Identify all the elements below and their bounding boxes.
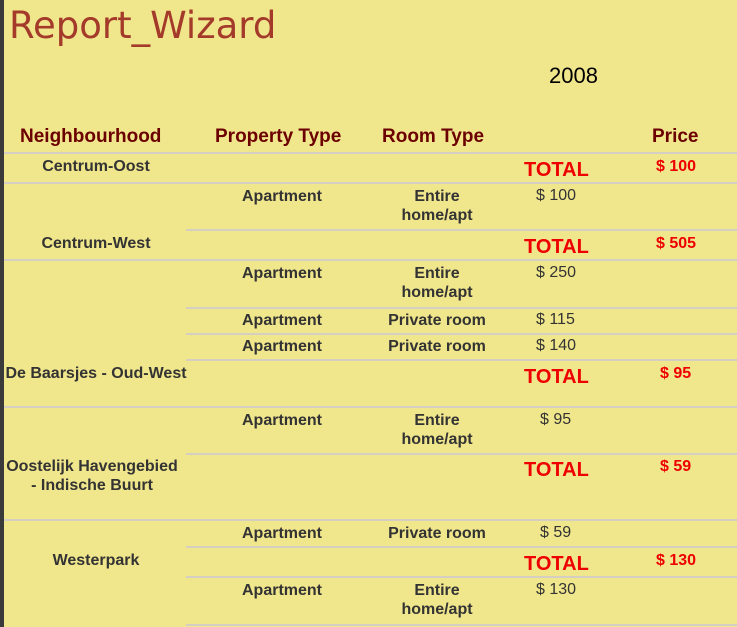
group-total-label: TOTAL	[524, 236, 589, 258]
row-divider	[186, 333, 737, 335]
row-room-type: Private room	[388, 338, 486, 355]
row-divider	[186, 359, 737, 361]
window-edge	[0, 0, 4, 627]
group-neighbourhood: Centrum-Oost	[42, 158, 150, 175]
group-neighbourhood: Westerpark	[52, 552, 140, 569]
group-total-value: $ 505	[656, 235, 697, 252]
row-property-type: Apartment	[241, 188, 322, 205]
row-price: $ 59	[540, 524, 572, 541]
row-property-type: Apartment	[241, 412, 322, 429]
row-price: $ 130	[536, 581, 577, 598]
row-room-type: Private room	[388, 525, 486, 542]
row-property-type: Apartment	[241, 265, 322, 282]
row-price: $ 140	[536, 337, 577, 354]
row-room-type: Private room	[388, 312, 486, 329]
row-room-type: Entire home/apt	[401, 412, 473, 448]
report-title: Report_Wizard	[9, 4, 277, 47]
row-divider	[186, 307, 737, 309]
column-header-room-type: Room Type	[382, 126, 485, 147]
row-divider	[4, 519, 737, 521]
row-divider	[4, 406, 737, 408]
group-neighbourhood: Oostelijk Havengebied - Indische Buurt	[6, 458, 178, 494]
column-header-property-type: Property Type	[215, 126, 342, 147]
row-divider	[186, 624, 737, 626]
group-total-label: TOTAL	[524, 159, 589, 181]
group-total-label: TOTAL	[524, 459, 589, 481]
row-property-type: Apartment	[241, 338, 322, 355]
group-total-value: $ 59	[660, 458, 692, 475]
row-divider	[4, 152, 737, 154]
row-divider	[186, 546, 737, 548]
row-divider	[4, 182, 737, 184]
row-divider	[186, 576, 737, 578]
row-divider	[186, 229, 737, 231]
row-property-type: Apartment	[241, 582, 322, 599]
row-property-type: Apartment	[241, 312, 322, 329]
row-price: $ 100	[536, 187, 577, 204]
column-header-price: Price	[652, 126, 699, 147]
row-property-type: Apartment	[241, 525, 322, 542]
row-room-type: Entire home/apt	[401, 582, 473, 618]
group-neighbourhood: De Baarsjes - Oud-West	[5, 365, 187, 382]
row-room-type: Entire home/apt	[401, 188, 473, 224]
report-year: 2008	[549, 63, 598, 88]
row-price: $ 95	[540, 411, 572, 428]
group-total-label: TOTAL	[524, 553, 589, 575]
group-neighbourhood: Centrum-West	[41, 235, 151, 252]
row-price: $ 250	[536, 264, 577, 281]
row-room-type: Entire home/apt	[401, 265, 473, 301]
group-total-value: $ 95	[660, 365, 692, 382]
row-price: $ 115	[536, 311, 575, 328]
group-total-value: $ 100	[656, 158, 697, 175]
group-total-value: $ 130	[656, 552, 697, 569]
column-header-neighbourhood: Neighbourhood	[20, 126, 162, 147]
row-divider	[4, 259, 737, 261]
row-divider	[186, 453, 737, 455]
group-total-label: TOTAL	[524, 366, 589, 388]
